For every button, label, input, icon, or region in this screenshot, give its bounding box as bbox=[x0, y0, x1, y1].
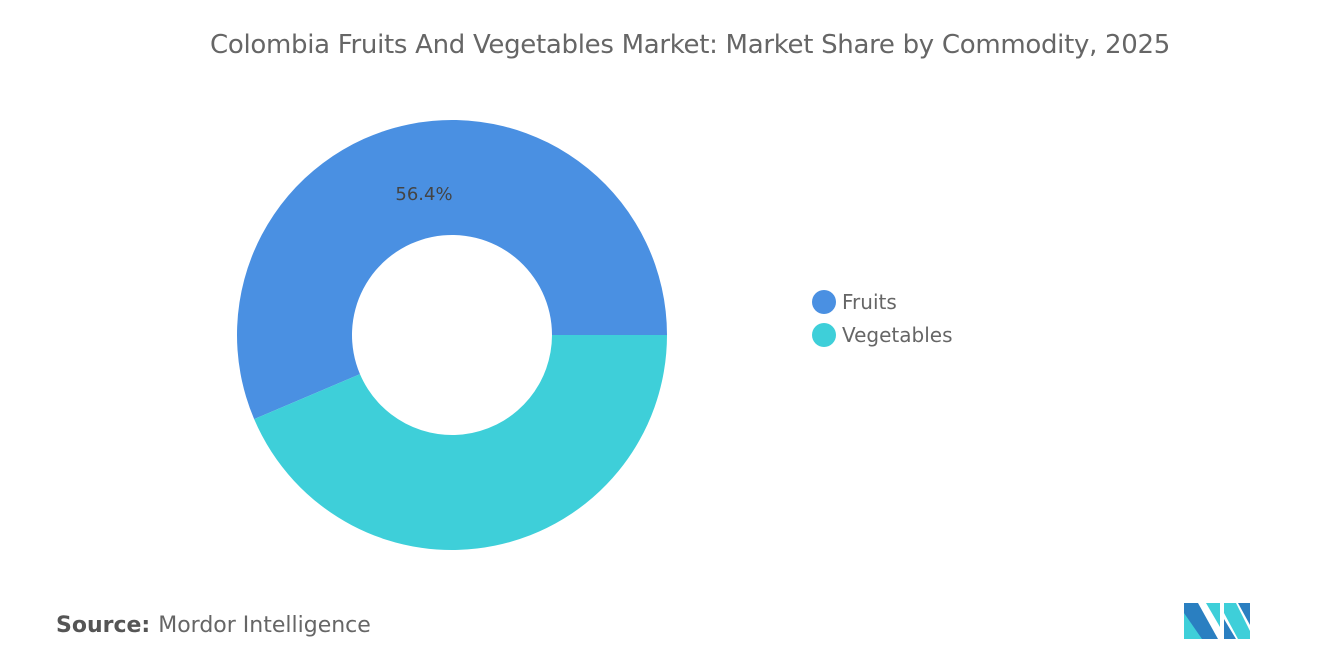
legend-label: Vegetables bbox=[842, 322, 953, 347]
legend-label: Fruits bbox=[842, 289, 897, 314]
slice-vegetables[interactable] bbox=[254, 335, 667, 550]
slice-fruits[interactable] bbox=[237, 119, 667, 420]
legend-swatch bbox=[812, 322, 836, 347]
data-label-fruits: 56.4% bbox=[395, 184, 452, 205]
chart-title: Colombia Fruits And Vegetables Market: M… bbox=[210, 30, 1170, 60]
source-note: Source: Mordor Intelligence bbox=[56, 613, 371, 638]
mordor-intelligence-logo bbox=[1184, 603, 1250, 639]
legend: Fruits Vegetables bbox=[812, 285, 953, 351]
source-value: Mordor Intelligence bbox=[158, 613, 371, 638]
legend-item-fruits[interactable]: Fruits bbox=[812, 285, 953, 318]
source-label: Source: bbox=[56, 613, 151, 638]
legend-item-vegetables[interactable]: Vegetables bbox=[812, 318, 953, 351]
legend-swatch bbox=[812, 289, 836, 314]
